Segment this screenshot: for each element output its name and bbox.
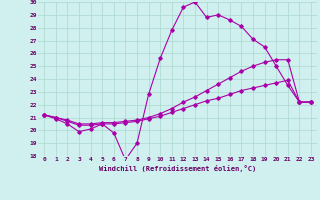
X-axis label: Windchill (Refroidissement éolien,°C): Windchill (Refroidissement éolien,°C): [99, 165, 256, 172]
